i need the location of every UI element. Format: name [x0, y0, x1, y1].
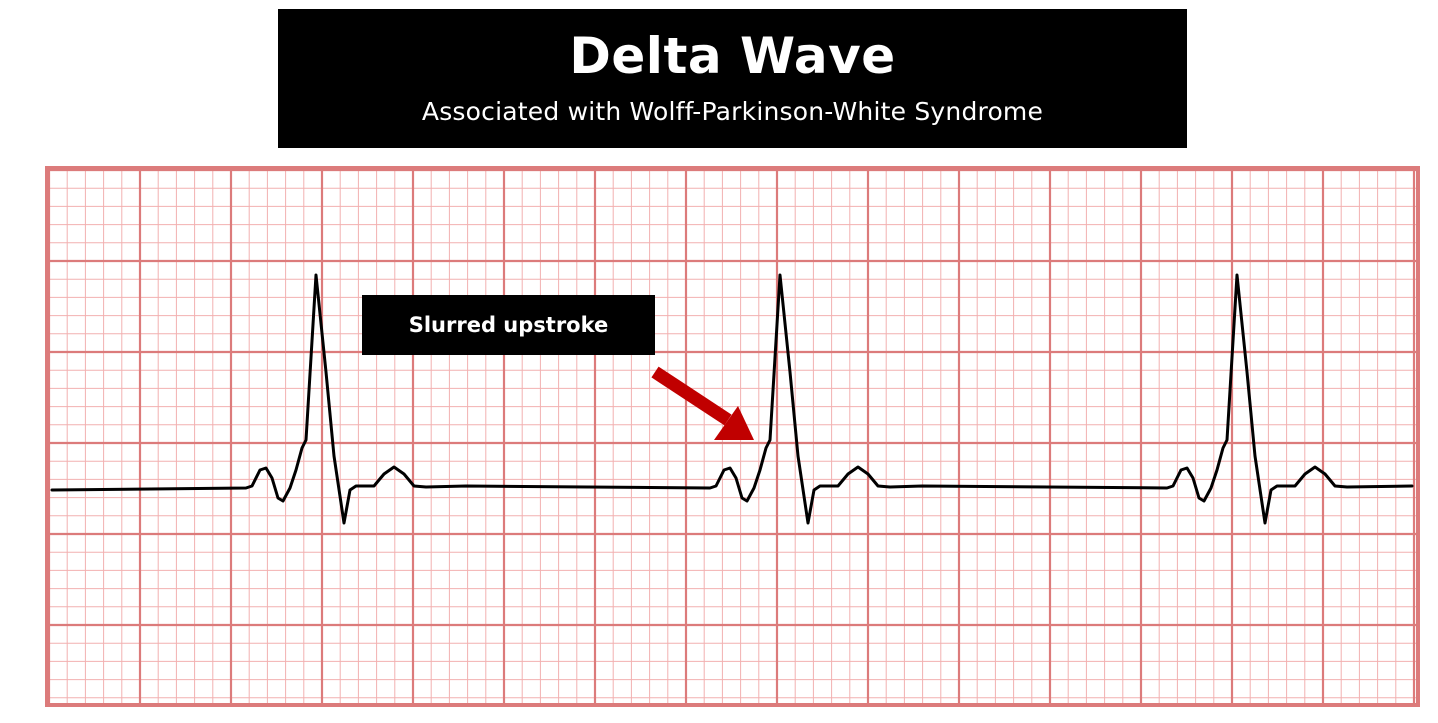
title-banner: Delta Wave Associated with Wolff-Parkins…: [278, 9, 1187, 148]
arrow-down-right-icon: [651, 366, 754, 440]
page-title: Delta Wave: [569, 27, 896, 85]
ecg-grid-border: [45, 166, 1420, 707]
page-subtitle: Associated with Wolff-Parkinson-White Sy…: [421, 97, 1044, 126]
slurred-upstroke-label: Slurred upstroke: [362, 295, 655, 355]
ecg-trace-line: [50, 273, 1414, 525]
ecg-grid-minor: [49, 170, 1416, 703]
